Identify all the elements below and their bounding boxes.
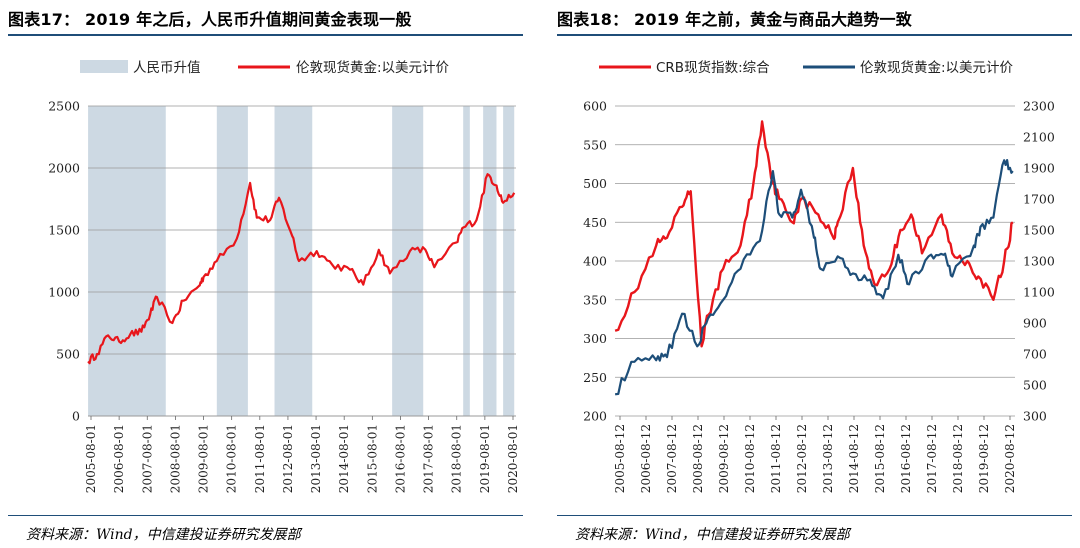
y-left-tick-label: 250 <box>583 370 607 385</box>
x-tick-label: 2012-08-12 <box>795 424 809 493</box>
y-tick-label: 1500 <box>48 223 80 238</box>
x-tick-label: 2020-08-01 <box>506 424 520 493</box>
x-tick-label: 2009-08-01 <box>197 424 211 493</box>
x-tick-label: 2007-08-01 <box>140 424 154 493</box>
y-right-tick-label: 1900 <box>1023 161 1055 176</box>
left-chart-title: 图表17： 2019 年之后，人民币升值期间黄金表现一般 <box>8 10 412 29</box>
right-title-rule <box>557 34 1072 36</box>
x-tick-label: 2014-08-01 <box>337 424 351 493</box>
left-title-rule <box>8 34 523 36</box>
y-left-tick-label: 350 <box>583 292 607 307</box>
shaded-period-4 <box>463 106 470 416</box>
x-tick-label: 2009-08-12 <box>717 424 731 493</box>
y-right-tick-label: 300 <box>1023 409 1047 424</box>
legend-swatch-shade <box>80 60 128 73</box>
y-right-tick-label: 2300 <box>1023 99 1055 114</box>
legend-label-gold: 伦敦现货黄金:以美元计价 <box>860 59 1014 76</box>
shaded-period-0 <box>88 106 166 416</box>
x-tick-label: 2008-08-01 <box>168 424 182 493</box>
y-right-tick-label: 900 <box>1023 316 1047 331</box>
gold-price-line <box>614 159 1014 396</box>
x-tick-label: 2018-08-01 <box>450 424 464 493</box>
right-chart-panel: 图表18： 2019 年之前，黄金与商品大趋势一致 200 250 300 350 40… <box>557 0 1080 548</box>
y-left-tick-label: 450 <box>583 215 607 230</box>
y-right-tick-label: 500 <box>1023 378 1047 393</box>
x-tick-label: 2005-08-01 <box>84 424 98 493</box>
crb-index-line <box>614 120 1014 348</box>
x-tick-label: 2015-08-12 <box>873 424 887 493</box>
shaded-period-3 <box>392 106 424 416</box>
y-left-tick-label: 200 <box>583 409 607 424</box>
legend-label-gold: 伦敦现货黄金:以美元计价 <box>296 59 450 76</box>
y-tick-label: 500 <box>56 347 80 362</box>
left-chart-svg: 0 500 1000 1500 2000 2500 2005-08-01 2006-08-01… <box>48 59 520 493</box>
x-tick-label: 2010-08-01 <box>225 424 239 493</box>
left-source-note: 资料来源：Wind，中信建投证券研究发展部 <box>26 527 301 543</box>
x-tick-label: 2005-08-12 <box>613 424 627 493</box>
gold-price-line <box>87 173 516 365</box>
x-tick-label: 2007-08-12 <box>665 424 679 493</box>
y-left-tick-label: 300 <box>583 331 607 346</box>
x-tick-label: 2018-08-12 <box>951 424 965 493</box>
x-tick-label: 2016-08-01 <box>393 424 407 493</box>
x-tick-label: 2011-08-12 <box>769 424 783 493</box>
y-right-tick-label: 1500 <box>1023 223 1055 238</box>
x-tick-label: 2017-08-01 <box>422 424 436 493</box>
right-chart-svg: 200 250 300 350 400 450 500 550 600 300 500 700 900 1… <box>583 59 1055 493</box>
shaded-period-5 <box>483 106 497 416</box>
y-tick-label: 1000 <box>48 285 80 300</box>
shaded-period-6 <box>503 106 515 416</box>
y-left-tick-label: 600 <box>583 99 607 114</box>
x-tick-label: 2006-08-12 <box>639 424 653 493</box>
x-tick-label: 2016-08-12 <box>899 424 913 493</box>
y-right-tick-label: 2100 <box>1023 130 1055 145</box>
y-tick-label: 0 <box>72 409 80 424</box>
x-tick-label: 2013-08-01 <box>309 424 323 493</box>
x-tick-label: 2010-08-12 <box>743 424 757 493</box>
x-tick-label: 2011-08-01 <box>253 424 267 493</box>
x-tick-label: 2012-08-01 <box>281 424 295 493</box>
y-left-tick-label: 400 <box>583 254 607 269</box>
y-right-tick-label: 700 <box>1023 347 1047 362</box>
x-tick-label: 2013-08-12 <box>821 424 835 493</box>
x-tick-label: 2020-08-12 <box>1003 424 1017 493</box>
right-footer-rule <box>557 515 1072 516</box>
x-tick-label: 2017-08-12 <box>925 424 939 493</box>
x-tick-label: 2006-08-01 <box>112 424 126 493</box>
x-tick-label: 2014-08-12 <box>847 424 861 493</box>
left-footer-rule <box>8 515 523 516</box>
y-right-tick-label: 1700 <box>1023 192 1055 207</box>
y-tick-label: 2500 <box>48 99 80 114</box>
y-right-tick-label: 1100 <box>1023 285 1055 300</box>
right-source-note: 资料来源：Wind，中信建投证券研究发展部 <box>575 527 850 543</box>
x-tick-label: 2019-08-01 <box>478 424 492 493</box>
y-left-tick-label: 550 <box>583 137 607 152</box>
y-tick-label: 2000 <box>48 161 80 176</box>
shaded-period-2 <box>274 106 313 416</box>
x-tick-label: 2015-08-01 <box>365 424 379 493</box>
x-tick-label: 2008-08-12 <box>691 424 705 493</box>
x-tick-label: 2019-08-12 <box>977 424 991 493</box>
y-left-tick-label: 500 <box>583 176 607 191</box>
legend-label-crb: CRB现货指数:综合 <box>656 59 770 76</box>
right-chart-title: 图表18： 2019 年之前，黄金与商品大趋势一致 <box>557 10 912 29</box>
legend-label-rmb: 人民币升值 <box>133 60 201 76</box>
shaded-period-1 <box>216 106 248 416</box>
left-chart-panel: 图表17： 2019 年之后，人民币升值期间黄金表现一般 0 500 1000 150… <box>8 0 533 548</box>
y-right-tick-label: 1300 <box>1023 254 1055 269</box>
